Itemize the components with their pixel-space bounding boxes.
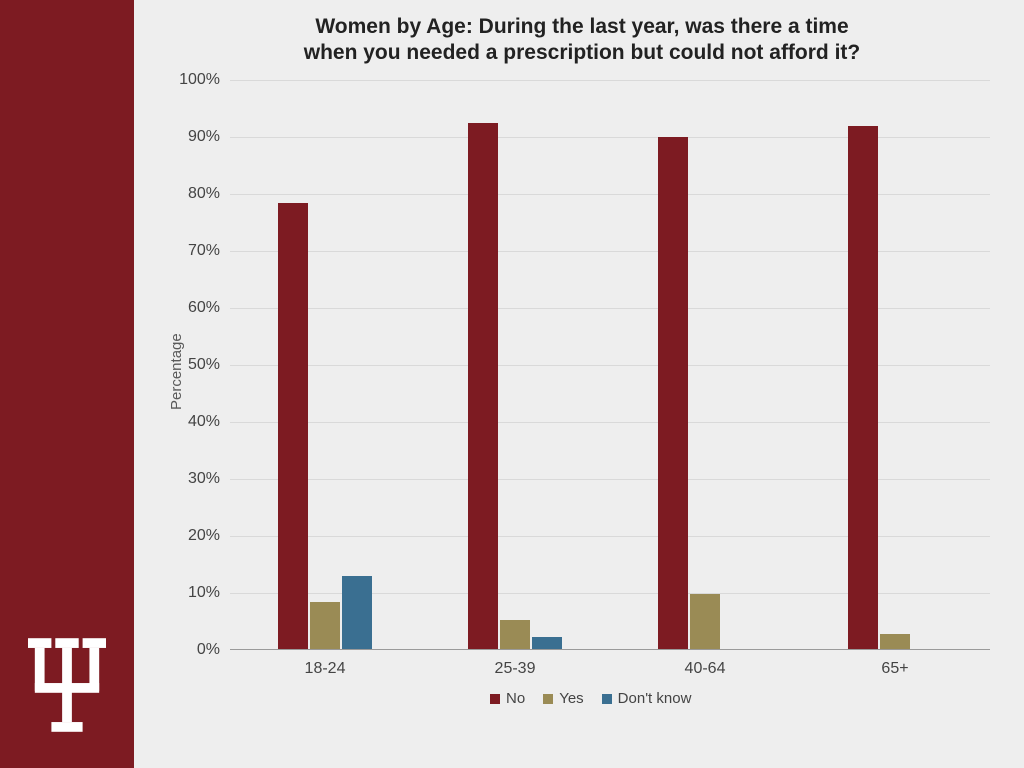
bar-chart: 0%10%20%30%40%50%60%70%80%90%100%18-2425… — [230, 80, 990, 650]
legend-label: Yes — [559, 690, 583, 707]
y-tick-label: 20% — [188, 527, 220, 545]
bar — [342, 576, 372, 650]
x-axis-line — [230, 649, 990, 650]
legend: No Yes Don't know — [490, 690, 691, 707]
bar — [690, 594, 720, 650]
legend-label: Don't know — [618, 690, 692, 707]
y-tick-label: 10% — [188, 584, 220, 602]
y-tick-label: 80% — [188, 185, 220, 203]
legend-label: No — [506, 690, 525, 707]
slide: Women by Age: During the last year, was … — [0, 0, 1024, 768]
y-tick-label: 90% — [188, 128, 220, 146]
y-tick-label: 30% — [188, 470, 220, 488]
y-tick-label: 50% — [188, 356, 220, 374]
brand-sidebar — [0, 0, 134, 768]
y-axis-label: Percentage — [168, 333, 185, 410]
legend-swatch — [543, 694, 553, 704]
x-tick-label: 65+ — [881, 660, 908, 678]
iu-trident-icon — [28, 638, 106, 732]
legend-item: Don't know — [602, 690, 692, 707]
y-tick-label: 70% — [188, 242, 220, 260]
legend-item: Yes — [543, 690, 583, 707]
x-tick-label: 25-39 — [495, 660, 536, 678]
y-tick-label: 40% — [188, 413, 220, 431]
gridline — [230, 80, 990, 81]
bar — [310, 602, 340, 650]
legend-swatch — [602, 694, 612, 704]
legend-item: No — [490, 690, 525, 707]
y-tick-label: 0% — [197, 641, 220, 659]
title-line-1: Women by Age: During the last year, was … — [180, 14, 984, 40]
legend-swatch — [490, 694, 500, 704]
y-tick-label: 60% — [188, 299, 220, 317]
plot-area: 0%10%20%30%40%50%60%70%80%90%100%18-2425… — [230, 80, 990, 650]
chart-title: Women by Age: During the last year, was … — [180, 14, 984, 67]
bar — [658, 137, 688, 650]
bar — [848, 126, 878, 650]
bar — [500, 620, 530, 650]
x-tick-label: 18-24 — [305, 660, 346, 678]
bar — [278, 203, 308, 650]
bar — [468, 123, 498, 650]
bar — [880, 634, 910, 650]
x-tick-label: 40-64 — [685, 660, 726, 678]
title-line-2: when you needed a prescription but could… — [180, 40, 984, 66]
y-tick-label: 100% — [179, 71, 220, 89]
